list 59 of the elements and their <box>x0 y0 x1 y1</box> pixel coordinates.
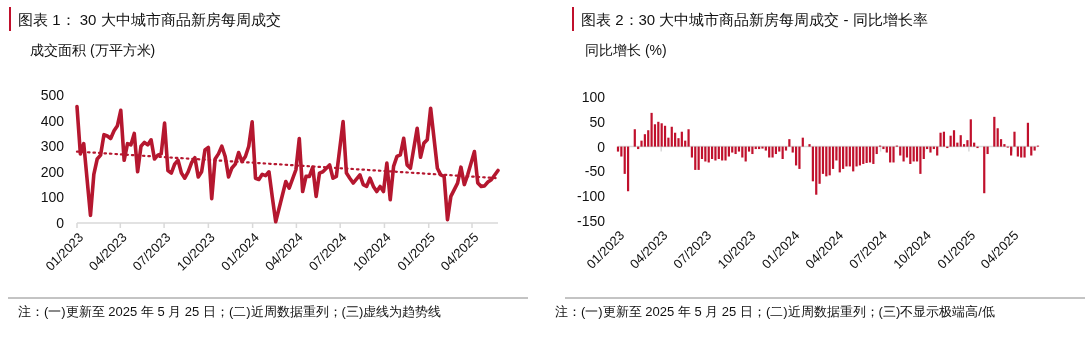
bar <box>818 146 821 184</box>
bar <box>1013 131 1016 147</box>
bar <box>969 119 972 147</box>
bar <box>647 130 650 147</box>
bar <box>727 146 730 157</box>
bar <box>660 123 663 147</box>
y-axis-title: 成交面积 (万平方米) <box>30 42 156 58</box>
bar <box>768 146 771 158</box>
bar <box>942 131 946 147</box>
y-tick-label: 500 <box>40 86 65 103</box>
bar <box>680 131 683 147</box>
bar <box>670 126 673 147</box>
y-axis-title: 同比增长 (%) <box>585 42 667 58</box>
bar <box>626 146 630 192</box>
bar <box>1030 146 1033 156</box>
bar <box>643 134 646 147</box>
bar <box>808 144 811 147</box>
bar <box>1023 146 1026 158</box>
bar <box>815 146 818 195</box>
bar <box>1016 146 1019 157</box>
y-tick-label: -50 <box>584 163 606 180</box>
chart-title: 图表 1： 30 大中城市商品新房每周成交 <box>18 11 281 28</box>
bar <box>899 146 902 156</box>
bar <box>993 116 996 147</box>
y-tick-label: 100 <box>40 189 65 206</box>
y-tick-label: 0 <box>56 214 65 231</box>
bar <box>663 125 667 147</box>
text: 注：(一)更新至 2025 年 5 月 25 日；(二)近周数据重列；(三)不显示极端高/低 <box>555 304 995 319</box>
bar <box>801 137 804 147</box>
y-tick-label: 50 <box>589 113 606 130</box>
text: 注：(一)更新至 2025 年 5 月 25 日；(二)近周数据重列；(三)虚线为趋势线 <box>18 304 442 319</box>
bar <box>996 128 999 147</box>
y-tick-label: -150 <box>576 212 606 229</box>
bar <box>687 129 690 147</box>
chart-title: 图表 2：30 大中城市商品新房每周成交 - 同比增长率 <box>581 11 928 28</box>
bar <box>778 146 781 152</box>
bar <box>620 146 623 157</box>
bar <box>952 130 956 147</box>
bar <box>788 139 791 147</box>
bar <box>1020 146 1023 158</box>
y-tick-label: -100 <box>576 188 606 205</box>
bar <box>633 129 636 147</box>
bar <box>936 146 939 156</box>
bar <box>694 146 697 170</box>
y-tick-label: 400 <box>40 112 65 129</box>
bar <box>751 146 754 155</box>
y-tick-label: 0 <box>597 138 606 155</box>
bar <box>741 146 744 158</box>
y-tick-label: 300 <box>40 138 65 155</box>
bar <box>919 146 922 174</box>
bar <box>657 121 660 147</box>
y-tick-label: 200 <box>40 163 65 180</box>
bar <box>939 132 942 147</box>
bar <box>959 135 962 147</box>
bar <box>842 146 845 169</box>
bar <box>697 146 700 170</box>
bar <box>1026 122 1030 147</box>
y-tick-label: 100 <box>581 88 606 105</box>
bar <box>650 112 653 147</box>
